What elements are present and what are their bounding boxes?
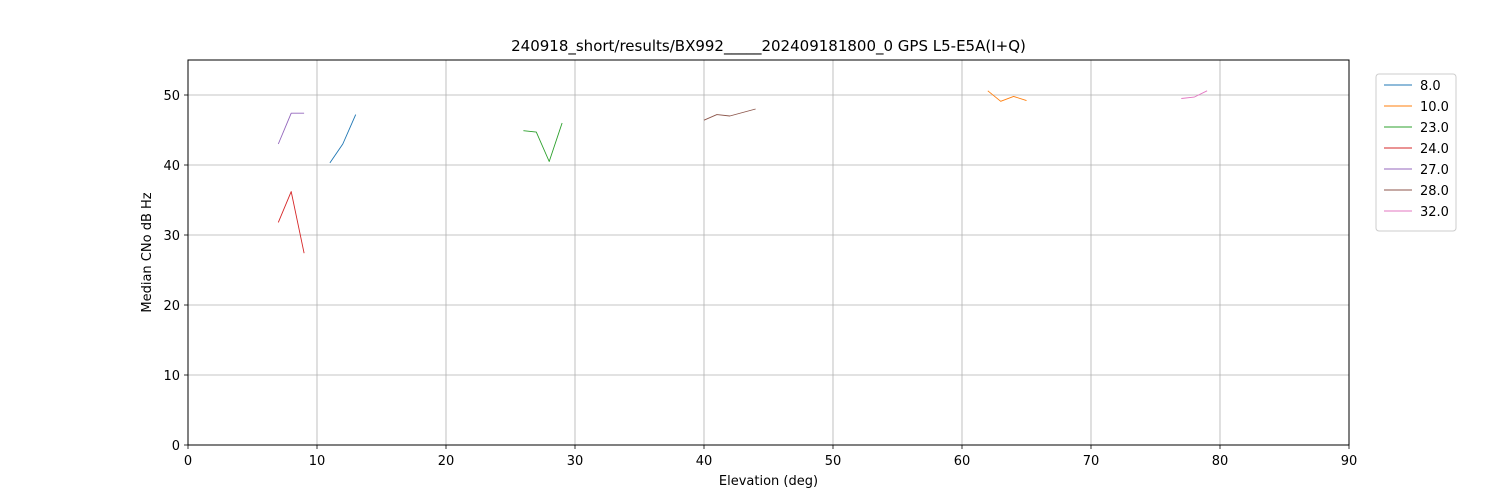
y-tick-label: 40 xyxy=(163,159,180,174)
legend-label: 8.0 xyxy=(1420,79,1441,94)
legend: 8.0 10.0 23.0 24.0 27.0 28.0 32.0 xyxy=(1375,73,1457,232)
legend-label: 28.0 xyxy=(1420,184,1449,199)
x-tick-label: 60 xyxy=(954,454,971,469)
x-tick-label: 10 xyxy=(309,454,326,469)
y-tick-label: 0 xyxy=(172,439,180,454)
series-line-23.0 xyxy=(523,122,563,162)
x-tick-label: 0 xyxy=(184,454,192,469)
plot-frame xyxy=(187,59,1350,446)
series-line-24.0 xyxy=(277,191,305,254)
x-tick-label: 70 xyxy=(1083,454,1100,469)
y-tick-label: 10 xyxy=(163,369,180,384)
x-tick-label: 90 xyxy=(1341,454,1358,469)
y-axis-label: Median CNo dB Hz xyxy=(140,192,155,312)
y-tick-label: 30 xyxy=(163,229,180,244)
chart-title: 240918_short/results/BX992_____202409181… xyxy=(511,37,1026,56)
series-layer xyxy=(277,90,1208,254)
legend-label: 10.0 xyxy=(1420,100,1449,115)
series-line-28.0 xyxy=(703,108,756,121)
legend-label: 27.0 xyxy=(1420,163,1449,178)
x-tick-label: 30 xyxy=(567,454,584,469)
y-tick-label: 20 xyxy=(163,299,180,314)
series-line-27.0 xyxy=(277,112,305,145)
legend-label: 24.0 xyxy=(1420,142,1449,157)
series-line-10.0 xyxy=(987,90,1027,102)
y-tick-label: 50 xyxy=(163,89,180,104)
legend-label: 23.0 xyxy=(1420,121,1449,136)
series-line-8.0 xyxy=(329,114,357,164)
legend-item: 27.0 xyxy=(1384,163,1449,178)
x-tick-label: 40 xyxy=(696,454,713,469)
legend-item: 10.0 xyxy=(1384,100,1449,115)
legend-item: 23.0 xyxy=(1384,121,1449,136)
x-tick-label: 20 xyxy=(438,454,455,469)
legend-item: 32.0 xyxy=(1384,205,1449,220)
x-tick-label: 80 xyxy=(1212,454,1229,469)
x-tick-label: 50 xyxy=(825,454,842,469)
legend-label: 32.0 xyxy=(1420,205,1449,220)
series-line-32.0 xyxy=(1181,90,1208,99)
legend-item: 8.0 xyxy=(1384,79,1441,94)
legend-item: 28.0 xyxy=(1384,184,1449,199)
axis-ticks: 0 10 20 30 40 50 60 70 80 90 0 10 20 30 40 50 xyxy=(163,89,1357,469)
legend-box xyxy=(1375,73,1457,232)
legend-item: 24.0 xyxy=(1384,142,1449,157)
x-axis-label: Elevation (deg) xyxy=(719,474,818,489)
